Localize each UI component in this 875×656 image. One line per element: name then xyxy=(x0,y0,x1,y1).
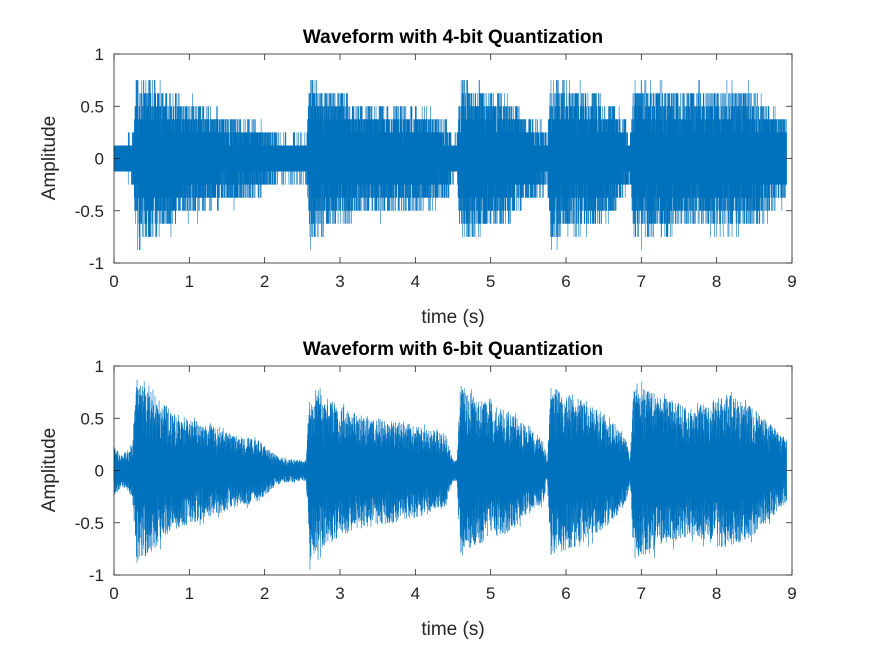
x-tick-label: 2 xyxy=(260,584,269,603)
y-axis-label: Amplitude xyxy=(39,428,60,513)
y-tick-label: 0.5 xyxy=(80,97,104,116)
x-tick-label: 8 xyxy=(712,272,721,291)
x-tick-label: 7 xyxy=(637,584,646,603)
x-tick-label: 0 xyxy=(109,272,118,291)
y-tick-label: 0.5 xyxy=(80,409,104,428)
x-tick-label: 8 xyxy=(712,584,721,603)
x-tick-label: 1 xyxy=(185,272,194,291)
y-tick-label: 0 xyxy=(95,462,104,481)
x-tick-label: 4 xyxy=(411,584,420,603)
y-tick-label: 1 xyxy=(95,357,104,376)
x-tick-label: 4 xyxy=(411,272,420,291)
y-tick-label: 1 xyxy=(95,45,104,64)
chart-title: Waveform with 4-bit Quantization xyxy=(303,27,603,48)
x-tick-label: 6 xyxy=(561,272,570,291)
x-axis: 0 1 2 3 4 5 6 7 8 9 xyxy=(109,54,797,291)
x-tick-label: 1 xyxy=(185,584,194,603)
x-tick-label: 3 xyxy=(335,272,344,291)
x-axis-label: time (s) xyxy=(421,307,484,328)
y-axis: -1 -0.5 0 0.5 1 xyxy=(75,357,792,585)
x-tick-label: 9 xyxy=(787,584,796,603)
subplot-4bit: 0 1 2 3 4 5 6 7 8 9 -1 -0.5 0 0.5 1 Waveform with 4-b… xyxy=(39,27,797,328)
x-axis-label: time (s) xyxy=(421,619,484,640)
y-tick-label: -1 xyxy=(89,566,104,585)
x-tick-label: 0 xyxy=(109,584,118,603)
x-tick-label: 5 xyxy=(486,272,495,291)
y-axis-label: Amplitude xyxy=(39,116,60,201)
x-tick-label: 3 xyxy=(335,584,344,603)
y-axis: -1 -0.5 0 0.5 1 xyxy=(75,45,792,273)
x-tick-label: 7 xyxy=(637,272,646,291)
x-tick-label: 2 xyxy=(260,272,269,291)
x-axis: 0 1 2 3 4 5 6 7 8 9 xyxy=(109,366,797,603)
chart-title: Waveform with 6-bit Quantization xyxy=(303,339,603,360)
x-tick-label: 6 xyxy=(561,584,570,603)
x-tick-label: 9 xyxy=(787,272,796,291)
subplot-6bit: 0 1 2 3 4 5 6 7 8 9 -1 -0.5 0 0.5 1 Waveform with 6-b… xyxy=(39,339,797,640)
y-tick-label: -1 xyxy=(89,254,104,273)
x-tick-label: 5 xyxy=(486,584,495,603)
y-tick-label: 0 xyxy=(95,150,104,169)
y-tick-label: -0.5 xyxy=(75,514,104,533)
y-tick-label: -0.5 xyxy=(75,202,104,221)
